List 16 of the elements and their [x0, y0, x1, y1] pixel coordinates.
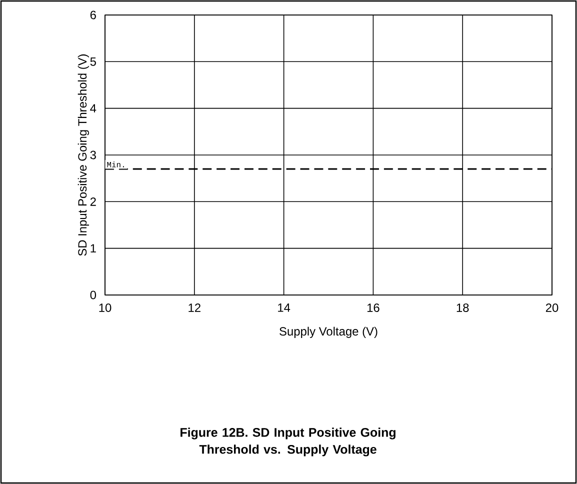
- y-tick-label: 5: [90, 57, 96, 66]
- y-tick-label: 2: [90, 197, 96, 206]
- y-tick-label: 4: [90, 104, 96, 112]
- x-axis-title: Supply Voltage (V): [280, 326, 378, 338]
- y-tick-label: 3: [90, 150, 96, 160]
- x-tick-label: 18: [456, 304, 469, 312]
- x-tick-label: 14: [278, 304, 290, 312]
- y-tick-label: 1: [90, 244, 96, 252]
- x-tick-label: 16: [367, 304, 380, 312]
- x-tick-label: 12: [188, 304, 200, 312]
- y-tick-label: 0: [90, 290, 96, 300]
- x-tick-label: 20: [546, 304, 558, 312]
- x-tick-label: 10: [99, 304, 112, 312]
- text: Figure 12B. SD Input Positive Going Threshold vs. Supply Voltage: [180, 428, 396, 456]
- y-axis-title: SD Input Positive Going Threshold (V): [78, 54, 90, 256]
- y-tick-label: 6: [90, 10, 96, 20]
